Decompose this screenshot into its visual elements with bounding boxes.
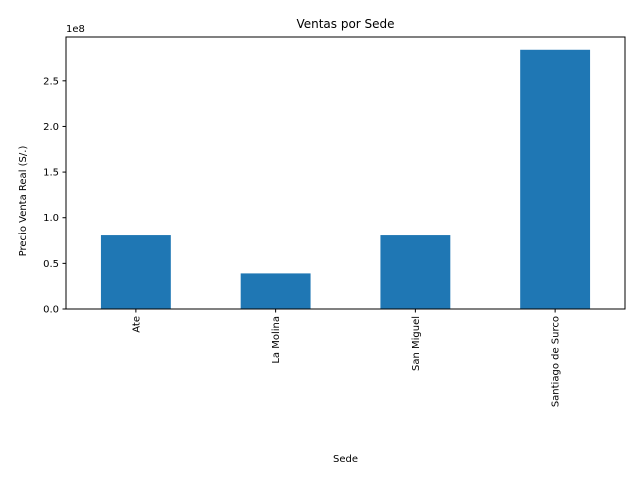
y-ticks-group: 0.0 0.5 1.0 1.5 2.0 2.5 — [43, 76, 66, 316]
bar-santiago-de-surco — [520, 49, 591, 309]
y-axis-label: Precio Venta Real (S/.) — [18, 146, 29, 257]
plot-frame — [65, 36, 626, 310]
bar-ate — [100, 235, 171, 309]
chart-title: Ventas por Sede — [296, 17, 394, 31]
x-ticks-group: Ate La Molina San Miguel Santiago de Surco — [131, 309, 562, 407]
bar-san-miguel — [380, 235, 451, 309]
y-tick-label: 1.5 — [43, 168, 59, 179]
x-tick-label: San Miguel — [411, 316, 422, 371]
bar-la-molina — [240, 273, 311, 309]
x-tick-label: Santiago de Surco — [551, 316, 562, 407]
x-tick-label: Ate — [131, 316, 142, 333]
bars-group — [100, 49, 591, 309]
x-tick-label: La Molina — [271, 316, 282, 364]
y-tick-label: 1.0 — [43, 213, 59, 224]
y-tick-label: 0.5 — [43, 259, 59, 270]
y-tick-label: 2.0 — [43, 122, 59, 133]
y-offset-label: 1e8 — [66, 24, 85, 35]
y-tick-label: 0.0 — [43, 305, 59, 316]
y-tick-label: 2.5 — [43, 76, 59, 87]
x-axis-label: Sede — [333, 454, 358, 465]
